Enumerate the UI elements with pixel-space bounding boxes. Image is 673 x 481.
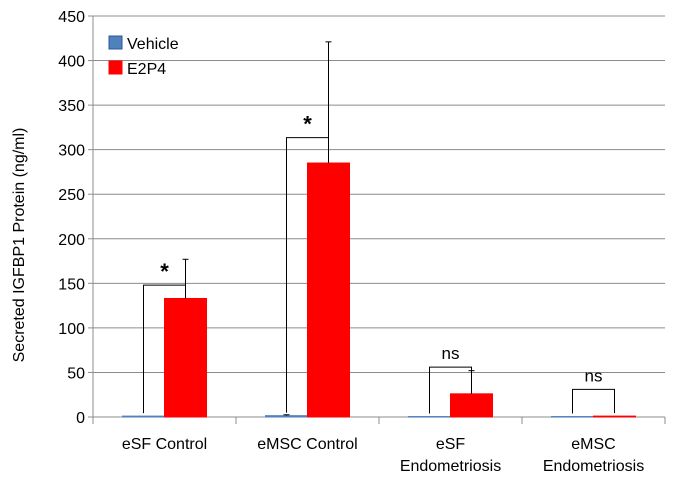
y-tick-label: 100 bbox=[58, 321, 85, 338]
legend-swatch-vehicle bbox=[108, 35, 123, 50]
significance-label: * bbox=[303, 112, 312, 137]
x-axis: eSF Control eMSC Control eSF Endometriosis e… bbox=[92, 416, 666, 475]
bar-vehicle bbox=[551, 416, 594, 418]
x-tick-label: eSF bbox=[436, 436, 466, 453]
significance-bracket bbox=[143, 284, 186, 414]
significance-bracket bbox=[429, 366, 472, 414]
legend-label-e2p4: E2P4 bbox=[127, 61, 166, 78]
y-tick-label: 150 bbox=[58, 276, 85, 293]
significance-label: ns bbox=[585, 366, 603, 385]
y-tick-label: 50 bbox=[67, 365, 85, 382]
bars bbox=[122, 162, 636, 418]
y-axis-label: Secreted IGFBP1 Protein (ng/ml) bbox=[11, 128, 28, 363]
y-tick-label: 400 bbox=[58, 54, 85, 71]
legend-swatch-e2p4 bbox=[108, 60, 123, 75]
y-axis: 0 50 100 150 200 250 300 350 400 450 bbox=[58, 9, 94, 427]
bar-vehicle bbox=[122, 415, 165, 418]
significance-label: * bbox=[160, 259, 169, 284]
bar-e2p4 bbox=[450, 393, 493, 418]
y-tick-label: 200 bbox=[58, 232, 85, 249]
significance-label: ns bbox=[442, 344, 460, 363]
y-tick-label: 350 bbox=[58, 98, 85, 115]
y-tick-label: 450 bbox=[58, 9, 85, 26]
x-tick-label: eMSC bbox=[571, 436, 615, 453]
x-tick-label: Endometriosis bbox=[543, 458, 644, 475]
legend: Vehicle E2P4 bbox=[108, 35, 179, 78]
significance-annotations: * * ns ns bbox=[143, 112, 615, 414]
x-tick-label: eMSC Control bbox=[257, 436, 357, 453]
bar-vehicle bbox=[265, 415, 308, 418]
bar-vehicle bbox=[408, 416, 451, 418]
y-tick-label: 250 bbox=[58, 187, 85, 204]
y-tick-label: 300 bbox=[58, 143, 85, 160]
significance-bracket bbox=[572, 388, 615, 414]
bar-e2p4 bbox=[307, 162, 350, 418]
significance-bracket bbox=[286, 137, 329, 413]
x-tick-label: eSF Control bbox=[122, 436, 207, 453]
bar-e2p4 bbox=[593, 415, 636, 418]
y-tick-label: 0 bbox=[76, 410, 85, 427]
bar-e2p4 bbox=[164, 297, 207, 418]
legend-label-vehicle: Vehicle bbox=[127, 36, 179, 53]
x-tick-label: Endometriosis bbox=[400, 458, 501, 475]
